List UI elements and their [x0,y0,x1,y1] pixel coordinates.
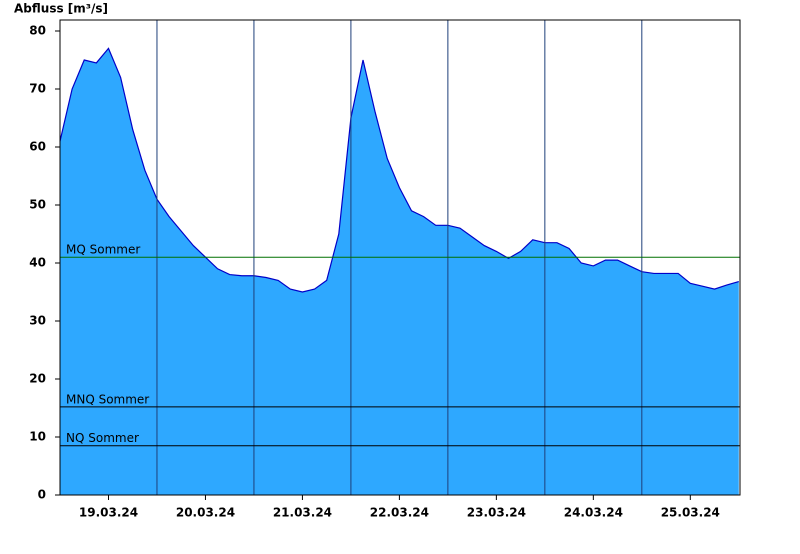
y-tick-label: 30 [29,314,46,328]
y-tick-label: 80 [29,24,46,38]
y-tick-label: 60 [29,140,46,154]
x-tick-label: 25.03.24 [661,506,720,520]
x-tick-label: 21.03.24 [273,506,332,520]
y-tick-label: 40 [29,256,46,270]
y-tick-label: 70 [29,82,46,96]
x-tick-label: 23.03.24 [467,506,526,520]
y-tick-label: 20 [29,372,46,386]
area-fill [60,48,739,496]
reference-label: MNQ Sommer [66,392,149,406]
x-tick-label: 20.03.24 [176,506,235,520]
plot-frame [59,19,741,496]
line [59,47,739,293]
x-tick-label: 24.03.24 [564,506,623,520]
x-tick-label: 22.03.24 [370,506,429,520]
x-tick-label: 19.03.24 [79,506,138,520]
y-tick-label: 0 [38,488,46,502]
reference-label: MQ Sommer [66,243,140,257]
y-axis-label: Abfluss [m³/s] [14,2,108,16]
y-tick-label: 50 [29,198,46,212]
reference-label: NQ Sommer [66,431,139,445]
y-tick-label: 10 [29,430,46,444]
